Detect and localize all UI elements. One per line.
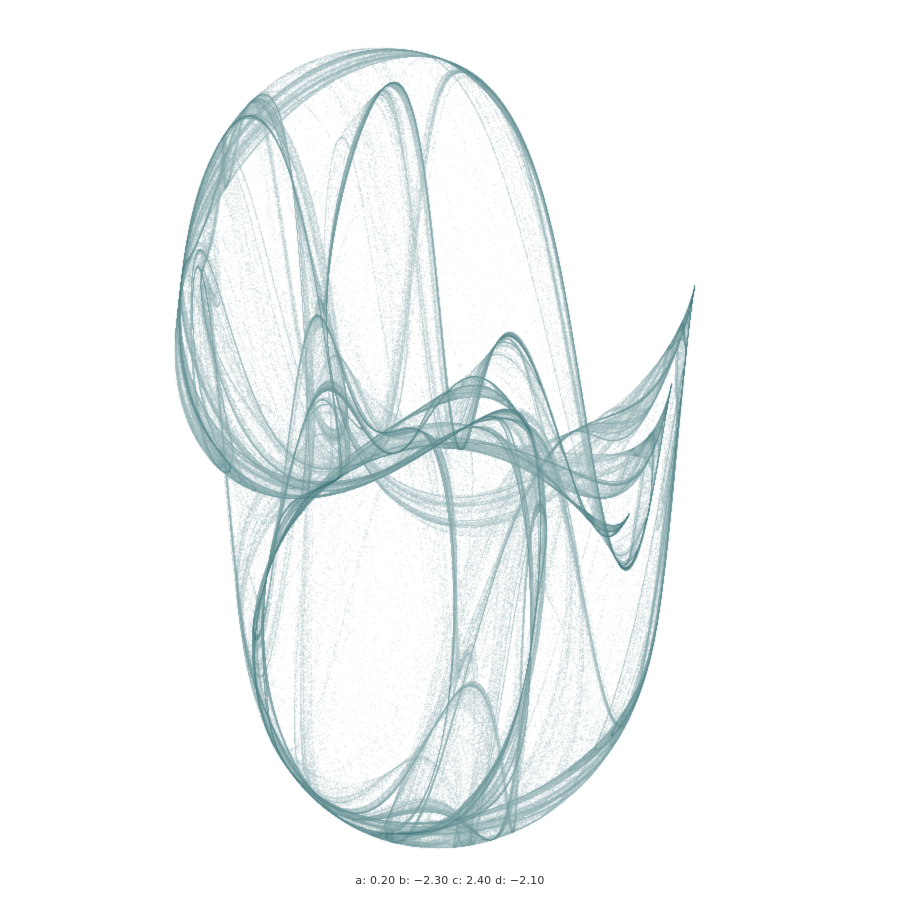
param-b-label: b: [398,874,411,887]
param-d-value: −2.10 [509,874,545,887]
param-c-label: c: [452,874,463,887]
param-a-label: a: [355,874,367,887]
param-c-value: 2.40 [466,874,492,887]
param-d-label: d: [495,874,507,887]
parameters-caption: a: 0.20 b: −2.30 c: 2.40 d: −2.10 [0,874,900,887]
param-b-value: −2.30 [413,874,449,887]
param-a-value: 0.20 [369,874,396,887]
